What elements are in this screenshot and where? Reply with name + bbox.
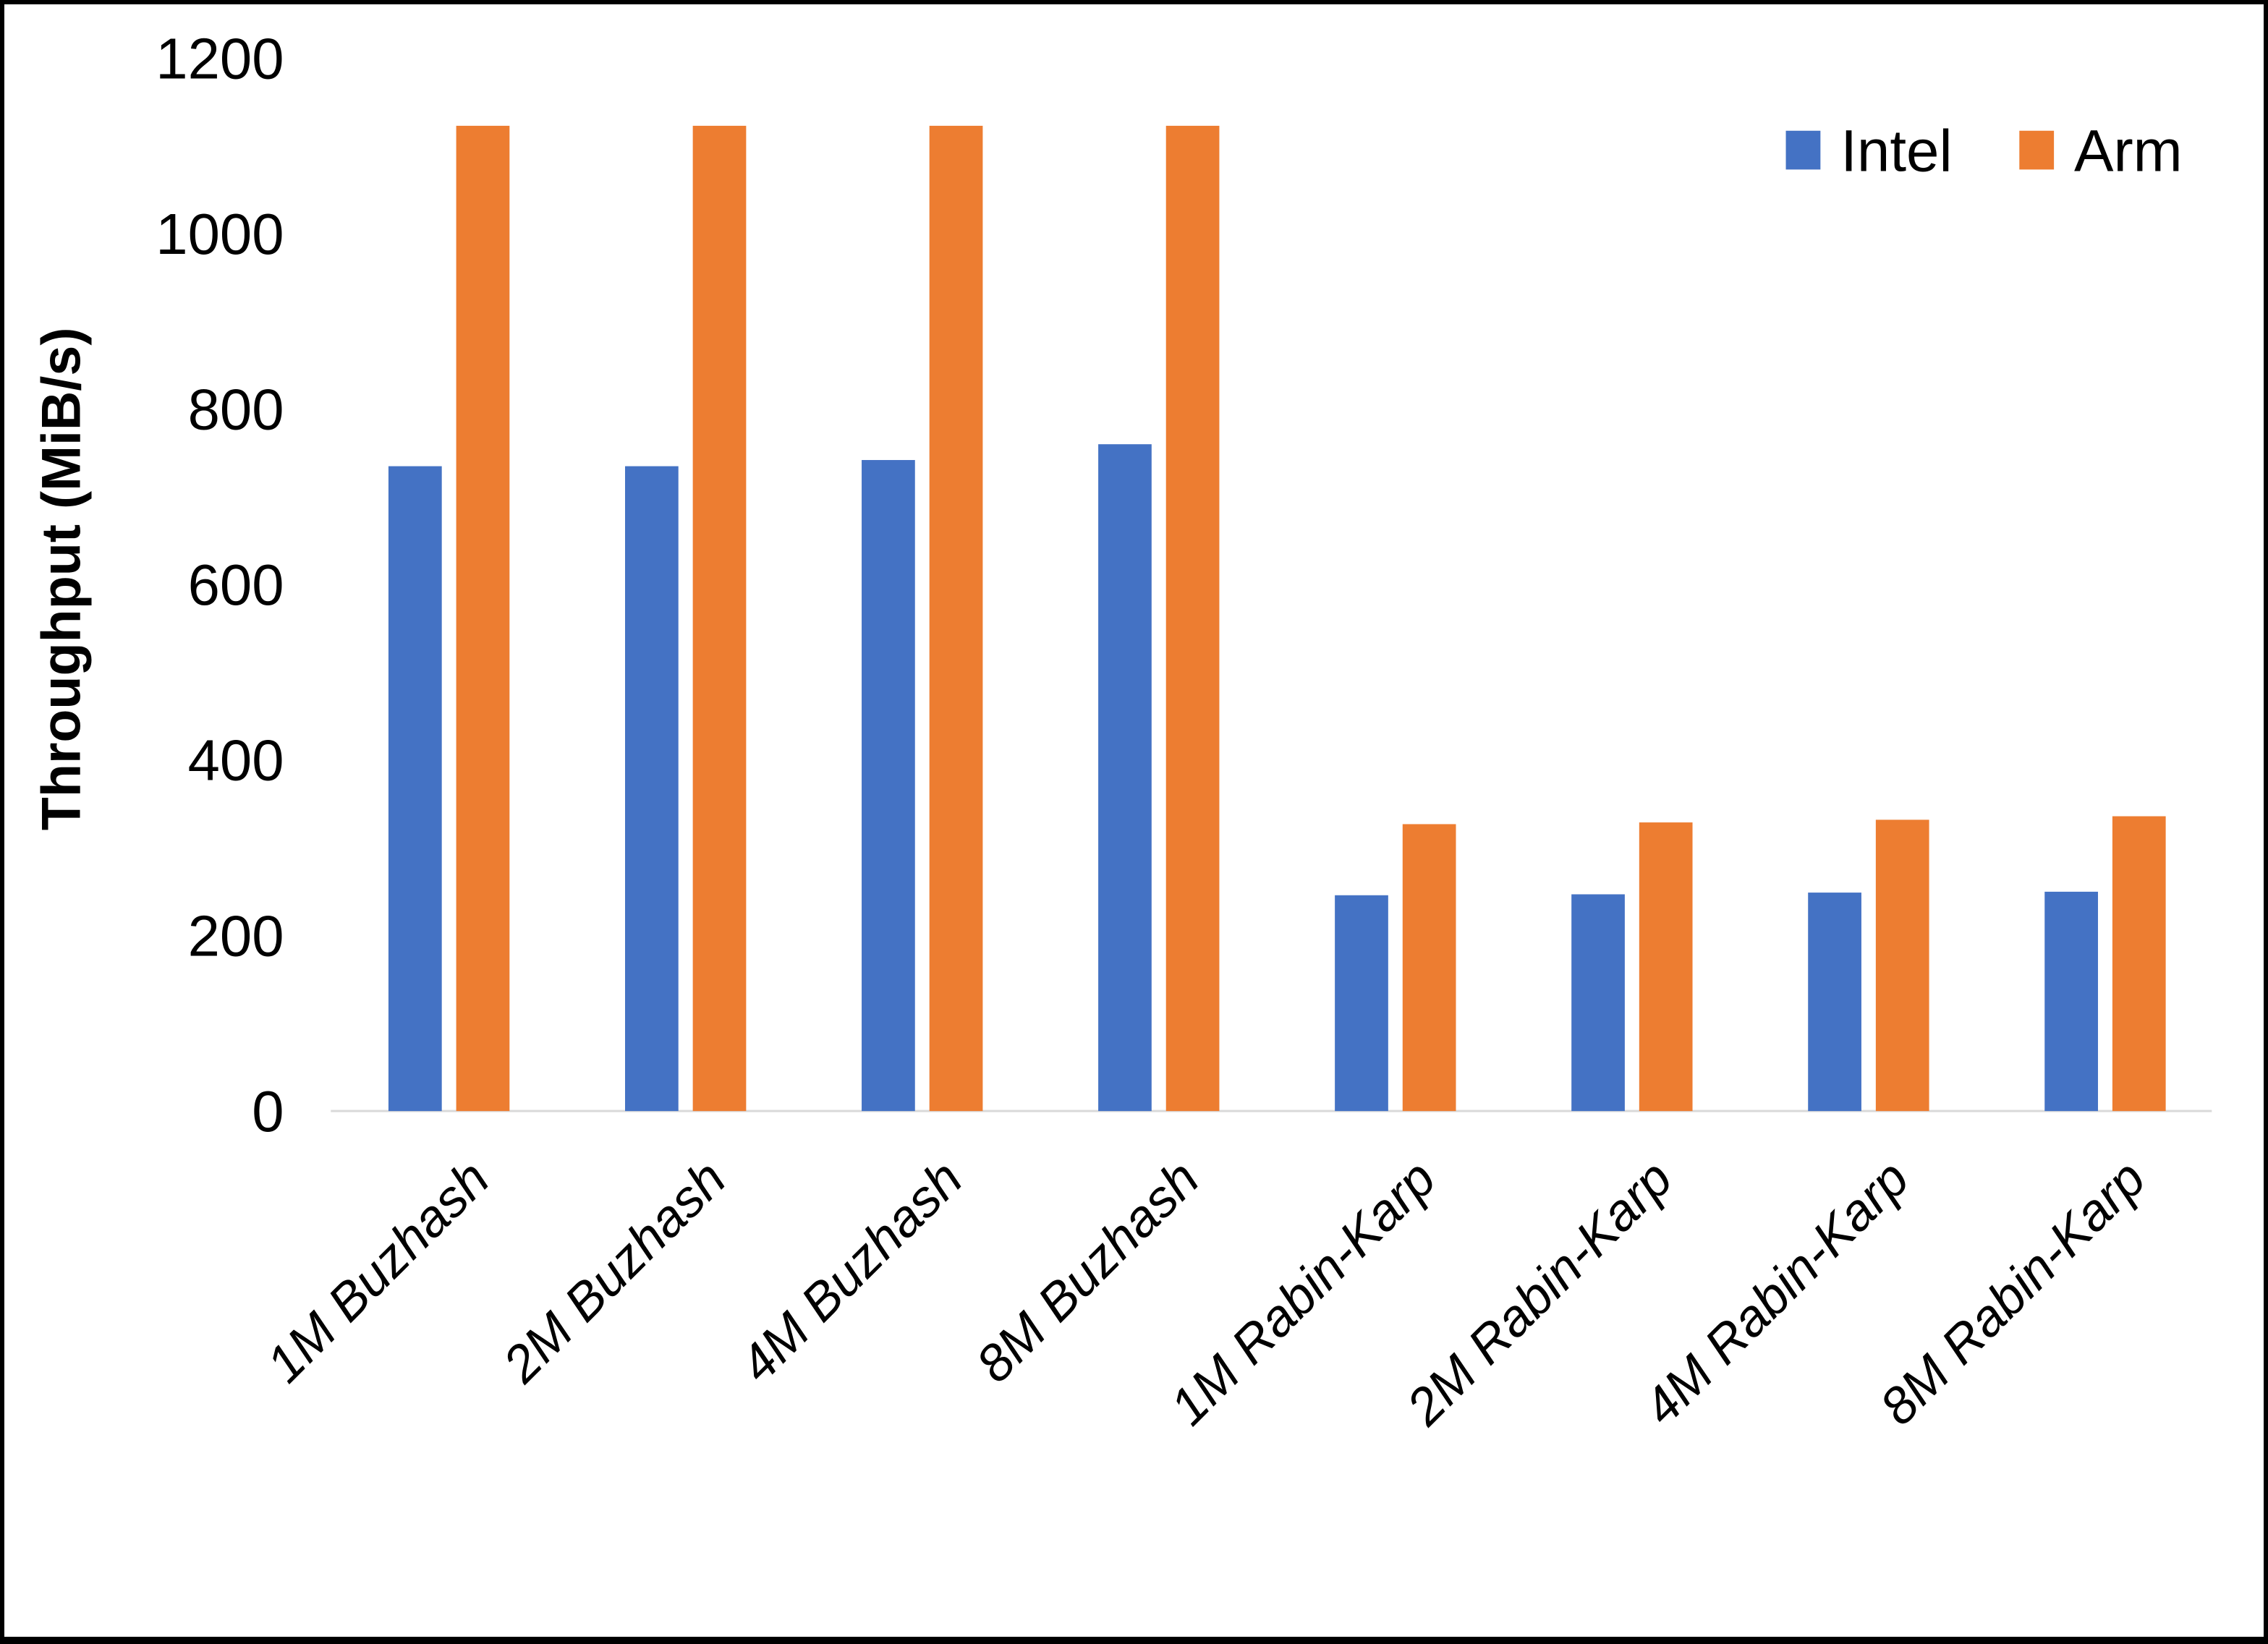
y-tick-label-0: 0 <box>252 1079 284 1143</box>
bar-intel-1m-buzhash <box>388 466 442 1112</box>
bar-series <box>388 125 2166 1112</box>
y-tick-label-1000: 1000 <box>156 202 284 266</box>
y-tick-label-800: 800 <box>188 378 284 442</box>
x-category-label-4m-buzhash: 4M Buzhash <box>729 1149 974 1393</box>
legend-label-arm: Arm <box>2074 118 2183 184</box>
x-category-label-1m-buzhash: 1M Buzhash <box>255 1149 501 1393</box>
bar-intel-2m-rabin-karp <box>1571 894 1625 1112</box>
bar-arm-8m-rabin-karp <box>2112 816 2166 1112</box>
bar-arm-4m-buzhash <box>929 125 983 1112</box>
bar-arm-1m-rabin-karp <box>1402 824 1456 1112</box>
bar-intel-4m-buzhash <box>862 460 915 1112</box>
y-tick-label-600: 600 <box>188 553 284 617</box>
bar-arm-2m-rabin-karp <box>1639 822 1693 1112</box>
y-tick-label-200: 200 <box>188 903 284 968</box>
chart-canvas: Throughput (MiB/s) 0 200 400 600 800 1000 1200… <box>31 26 2212 1436</box>
bar-arm-8m-buzhash <box>1165 125 1220 1112</box>
bar-intel-8m-rabin-karp <box>2044 891 2098 1112</box>
y-tick-label-1200: 1200 <box>156 26 284 90</box>
bar-arm-4m-rabin-karp <box>1875 819 1929 1112</box>
legend-label-intel: Intel <box>1840 118 1952 184</box>
bar-intel-1m-rabin-karp <box>1335 895 1388 1112</box>
bar-intel-4m-rabin-karp <box>1808 893 1861 1112</box>
legend: Intel Arm <box>1785 118 2183 184</box>
legend-swatch-arm <box>2019 130 2055 170</box>
y-tick-label-400: 400 <box>188 728 284 793</box>
bar-intel-8m-buzhash <box>1098 444 1152 1112</box>
legend-swatch-intel <box>1785 130 1821 170</box>
bar-arm-1m-buzhash <box>456 125 510 1112</box>
x-category-label-2m-buzhash: 2M Buzhash <box>492 1149 737 1394</box>
bar-arm-2m-buzhash <box>692 125 747 1112</box>
y-axis-tick-labels: 0 200 400 600 800 1000 1200 <box>156 26 284 1143</box>
x-category-label-8m-buzhash: 8M Buzhash <box>965 1149 1210 1393</box>
bar-intel-2m-buzhash <box>625 466 679 1112</box>
y-axis-title: Throughput (MiB/s) <box>31 328 92 831</box>
